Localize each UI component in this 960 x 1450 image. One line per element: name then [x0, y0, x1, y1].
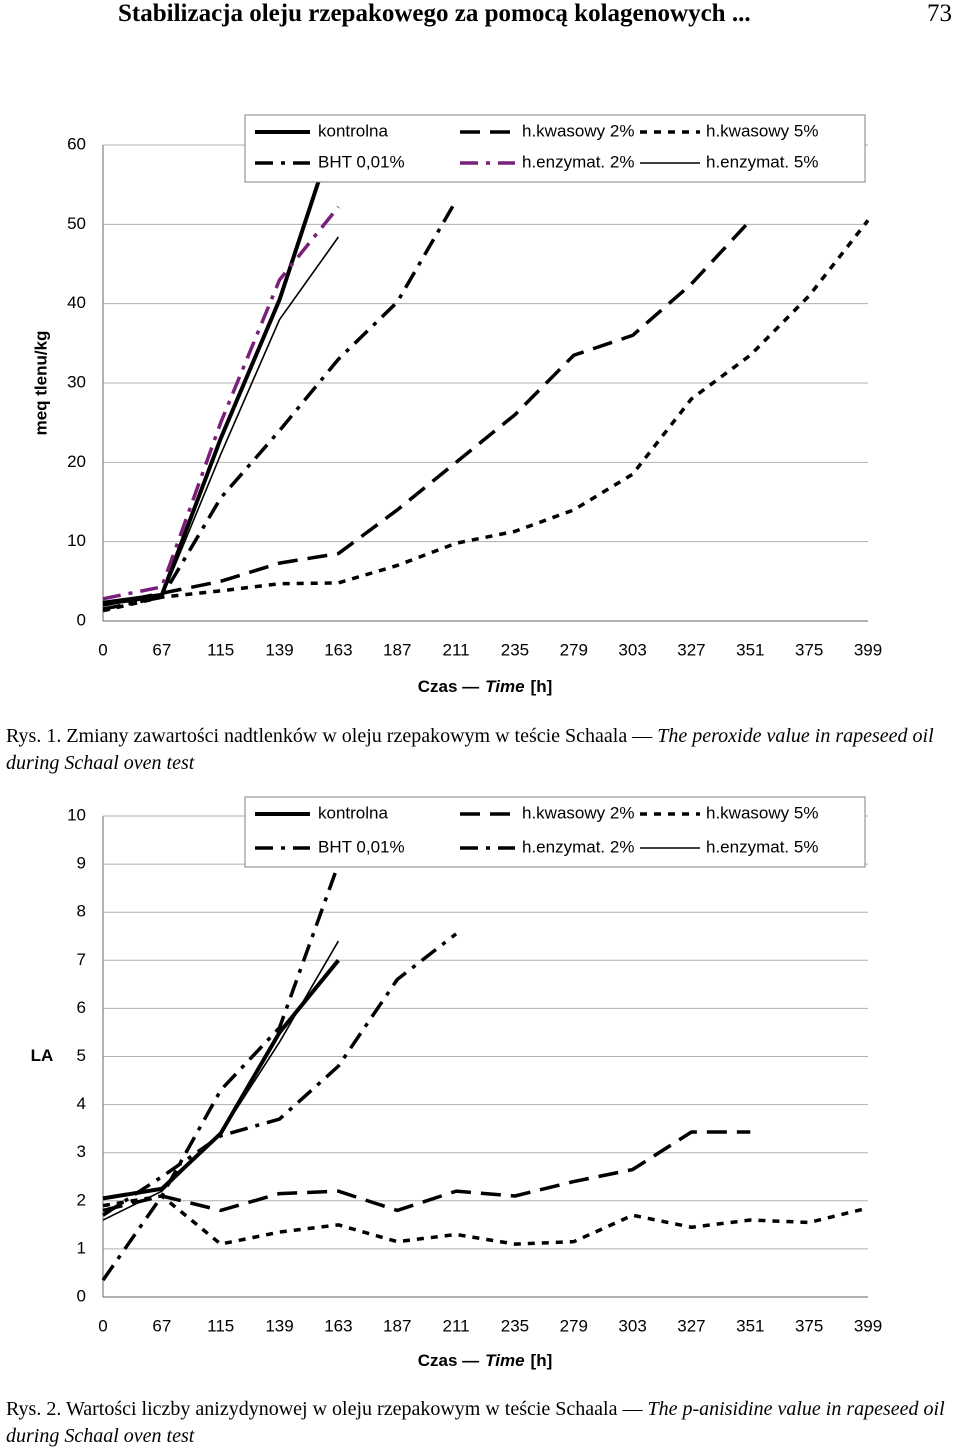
x-tick-label: 399	[854, 1316, 882, 1335]
series-line	[102, 199, 458, 611]
x-axis-label-part: Time	[485, 1351, 524, 1370]
x-tick-label: 351	[736, 640, 764, 659]
legend-label: h.enzymat. 2%	[522, 152, 634, 171]
y-tick-label: 60	[67, 134, 86, 153]
series-line	[102, 1130, 751, 1213]
series-line	[102, 145, 333, 605]
y-tick-label: 4	[77, 1094, 86, 1113]
x-tick-label: 279	[560, 1316, 588, 1335]
series-line	[102, 932, 458, 1217]
x-tick-label: 163	[324, 640, 352, 659]
x-tick-label: 327	[677, 640, 705, 659]
legend-label: h.enzymat. 2%	[522, 837, 634, 856]
legend-label: kontrolna	[318, 803, 388, 822]
caption-italic: The peroxide value in rapeseed oil durin…	[6, 725, 934, 774]
x-axis-label-part: Czas —	[418, 1351, 479, 1370]
legend-box	[244, 796, 866, 868]
caption-italic: The p-anisidine value in rapeseed oil du…	[6, 1398, 945, 1447]
x-tick-label: 115	[207, 1316, 234, 1335]
series-line	[102, 940, 340, 1221]
legend-label: h.kwasowy 2%	[522, 121, 634, 140]
x-axis-label: Czas — Time [h]	[418, 677, 553, 696]
x-axis-label: Czas — Time [h]	[418, 1351, 553, 1370]
x-tick-label: 163	[324, 1316, 352, 1335]
legend-box	[244, 114, 866, 183]
x-tick-label: 327	[677, 1316, 705, 1335]
x-tick-label: 351	[736, 1316, 764, 1335]
y-tick-label: 2	[77, 1190, 86, 1209]
page-number: 73	[927, 0, 952, 27]
caption-text: Rys. 1. Zmiany zawartości nadtlenków w o…	[6, 725, 653, 747]
legend-label: kontrolna	[318, 121, 388, 140]
y-tick-label: 30	[67, 372, 86, 391]
x-axis-label-part: [h]	[531, 1351, 553, 1370]
series-line	[102, 219, 870, 613]
caption-text: Rys. 2. Wartości liczby anizydynowej w o…	[6, 1398, 643, 1420]
x-tick-label: 0	[98, 640, 107, 659]
series-line	[102, 205, 340, 601]
running-title: Stabilizacja oleju rzepakowego za pomocą…	[118, 0, 751, 27]
caption: Rys. 2. Wartości liczby anizydynowej w o…	[6, 1396, 956, 1450]
series-line	[102, 236, 340, 606]
y-tick-label: 3	[77, 1142, 86, 1161]
x-tick-label: 399	[854, 640, 882, 659]
x-tick-label: 0	[98, 1316, 107, 1335]
x-tick-label: 211	[443, 1316, 470, 1335]
legend-label: h.kwasowy 5%	[706, 121, 818, 140]
y-tick-label: 6	[77, 998, 86, 1017]
y-tick-label: 10	[67, 805, 86, 824]
x-tick-label: 67	[152, 1316, 171, 1335]
legend-label: h.enzymat. 5%	[706, 152, 818, 171]
x-tick-label: 211	[443, 640, 470, 659]
y-tick-label: 9	[77, 854, 86, 873]
y-tick-label: 0	[77, 1286, 86, 1305]
x-axis-label-part: Czas —	[418, 677, 479, 696]
caption: Rys. 1. Zmiany zawartości nadtlenków w o…	[6, 723, 956, 777]
x-tick-label: 303	[618, 1316, 646, 1335]
y-tick-label: 10	[67, 531, 86, 550]
y-tick-label: 8	[77, 902, 86, 921]
legend-label: h.enzymat. 5%	[706, 837, 818, 856]
legend-label: h.kwasowy 2%	[522, 803, 634, 822]
x-tick-label: 115	[207, 640, 234, 659]
x-axis-label-part: Time	[485, 677, 524, 696]
y-tick-label: 0	[77, 610, 86, 629]
y-tick-label: 5	[77, 1046, 86, 1065]
y-tick-label: 40	[67, 293, 86, 312]
x-axis-label-part: [h]	[531, 677, 553, 696]
x-tick-label: 375	[795, 640, 823, 659]
series-line	[102, 219, 752, 607]
legend-label: h.kwasowy 5%	[706, 803, 818, 822]
x-tick-label: 235	[501, 1316, 529, 1335]
y-tick-label: 50	[67, 214, 86, 233]
x-tick-label: 139	[265, 1316, 293, 1335]
legend-label: BHT 0,01%	[318, 837, 405, 856]
x-tick-label: 279	[560, 640, 588, 659]
y-tick-label: 20	[67, 452, 86, 471]
y-axis-label: LA	[31, 1046, 54, 1065]
legend-label: BHT 0,01%	[318, 152, 405, 171]
x-tick-label: 375	[795, 1316, 823, 1335]
x-tick-label: 303	[618, 640, 646, 659]
y-tick-label: 7	[77, 950, 86, 969]
series-line	[102, 959, 340, 1201]
series-line	[101, 863, 341, 1282]
y-tick-label: 1	[77, 1238, 86, 1257]
x-tick-label: 139	[265, 640, 293, 659]
x-tick-label: 67	[152, 640, 171, 659]
y-axis-label: meq tlenu/kg	[31, 331, 50, 436]
x-tick-label: 187	[383, 640, 411, 659]
series-line	[102, 1194, 869, 1246]
x-tick-label: 187	[383, 1316, 411, 1335]
x-tick-label: 235	[501, 640, 529, 659]
